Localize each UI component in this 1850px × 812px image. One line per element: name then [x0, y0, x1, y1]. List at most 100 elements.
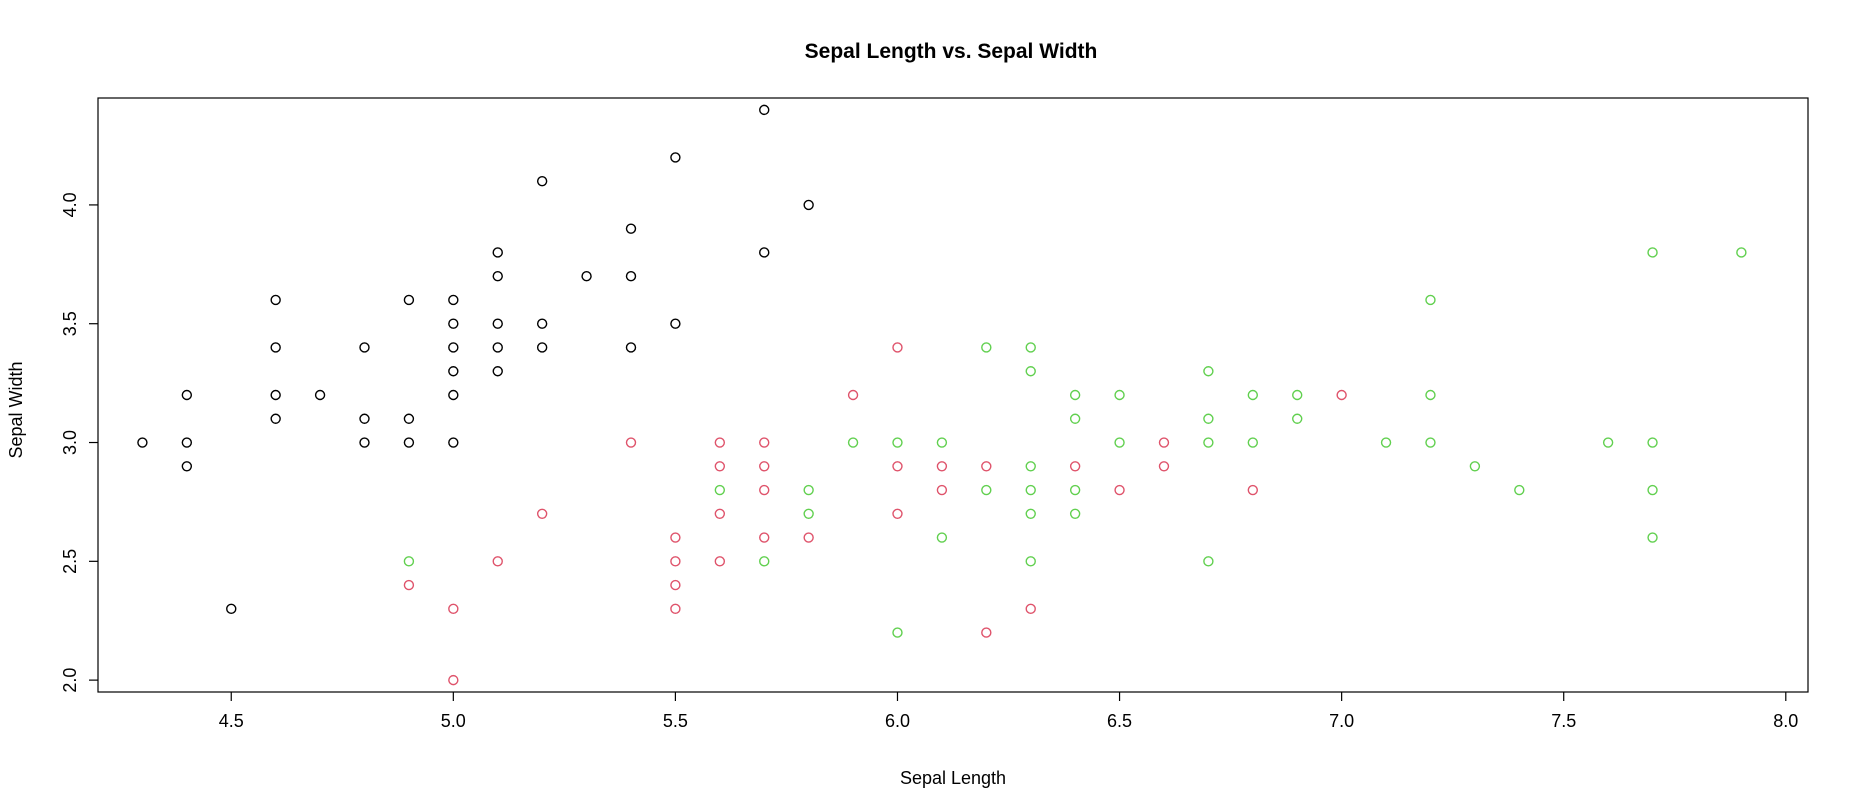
data-point — [448, 674, 459, 686]
data-point — [270, 294, 281, 306]
data-point — [714, 437, 726, 448]
data-point — [448, 342, 459, 353]
data-point — [536, 508, 548, 519]
data-point — [714, 484, 726, 496]
data-point — [1069, 508, 1081, 519]
data-point — [803, 484, 814, 496]
data-point — [226, 603, 237, 615]
data-point — [536, 342, 548, 353]
data-point — [803, 199, 814, 211]
data-point — [1647, 532, 1658, 543]
x-tick-label: 8.0 — [1773, 711, 1798, 731]
data-point — [936, 437, 948, 448]
data-point — [1025, 461, 1036, 472]
data-point — [137, 437, 148, 448]
data-point — [803, 508, 814, 519]
data-point — [492, 247, 503, 258]
data-point — [1114, 437, 1125, 448]
data-point — [1425, 389, 1436, 401]
data-point — [759, 247, 770, 258]
data-point — [1736, 247, 1747, 258]
data-point — [981, 484, 992, 496]
data-point — [492, 556, 503, 567]
data-point — [670, 579, 681, 591]
data-point — [1025, 508, 1036, 519]
y-tick-label: 2.5 — [60, 549, 80, 574]
x-tick-label: 5.0 — [441, 711, 466, 731]
data-point — [448, 366, 459, 377]
data-point — [403, 437, 415, 448]
data-point — [448, 603, 459, 615]
data-point — [759, 104, 770, 116]
data-point — [1647, 484, 1658, 496]
data-point — [625, 342, 637, 353]
data-point — [492, 342, 503, 353]
data-point — [892, 461, 903, 472]
data-point — [625, 437, 637, 448]
data-point — [981, 342, 992, 353]
data-point — [759, 484, 770, 496]
data-point — [1114, 389, 1125, 401]
data-point — [270, 413, 281, 424]
data-point — [803, 532, 814, 543]
data-point — [1514, 484, 1525, 496]
data-point — [1647, 247, 1658, 258]
data-point — [670, 532, 681, 543]
data-point — [1069, 484, 1081, 496]
data-point — [536, 318, 548, 329]
data-point — [1247, 389, 1259, 401]
data-point — [1203, 413, 1214, 424]
data-point — [714, 508, 726, 519]
data-point — [936, 532, 948, 543]
data-point — [1025, 484, 1036, 496]
data-point — [181, 461, 193, 472]
data-point — [359, 413, 370, 424]
data-point — [625, 271, 637, 282]
data-point — [448, 437, 459, 448]
data-point — [448, 294, 459, 306]
x-axis: 4.5 5.0 5.5 6.0 6.5 7.0 7.5 8.0 — [219, 692, 1798, 731]
data-point — [625, 223, 637, 234]
data-points — [137, 104, 1747, 686]
data-point — [359, 342, 370, 353]
data-point — [1025, 366, 1036, 377]
data-point — [403, 294, 415, 306]
data-point — [1158, 461, 1170, 472]
data-point — [1380, 437, 1392, 448]
data-point — [759, 556, 770, 567]
data-point — [892, 508, 903, 519]
plot-frame — [97, 97, 1809, 693]
data-point — [714, 461, 726, 472]
data-point — [492, 318, 503, 329]
data-point — [714, 556, 726, 567]
data-point — [492, 366, 503, 377]
y-axis-label: Sepal Width — [6, 361, 26, 458]
data-point — [1069, 413, 1081, 424]
data-point — [1203, 437, 1214, 448]
data-point — [1425, 294, 1436, 306]
y-tick-label: 3.5 — [60, 311, 80, 336]
data-point — [936, 484, 948, 496]
data-point — [1114, 484, 1125, 496]
y-tick-label: 4.0 — [60, 192, 80, 217]
data-point — [670, 152, 681, 163]
data-point — [181, 389, 193, 401]
data-point — [1336, 389, 1347, 401]
data-point — [581, 271, 592, 282]
data-point — [892, 627, 903, 638]
data-point — [1069, 461, 1081, 472]
chart-title: Sepal Length vs. Sepal Width — [805, 40, 1098, 63]
data-point — [1247, 437, 1259, 448]
data-point — [314, 389, 326, 401]
data-point — [670, 603, 681, 615]
data-point — [981, 627, 992, 638]
data-point — [759, 437, 770, 448]
data-point — [270, 389, 281, 401]
data-point — [270, 342, 281, 353]
data-point — [1292, 413, 1303, 424]
x-tick-label: 7.0 — [1329, 711, 1354, 731]
data-point — [181, 437, 193, 448]
x-tick-label: 6.0 — [885, 711, 910, 731]
x-tick-label: 5.5 — [663, 711, 688, 731]
